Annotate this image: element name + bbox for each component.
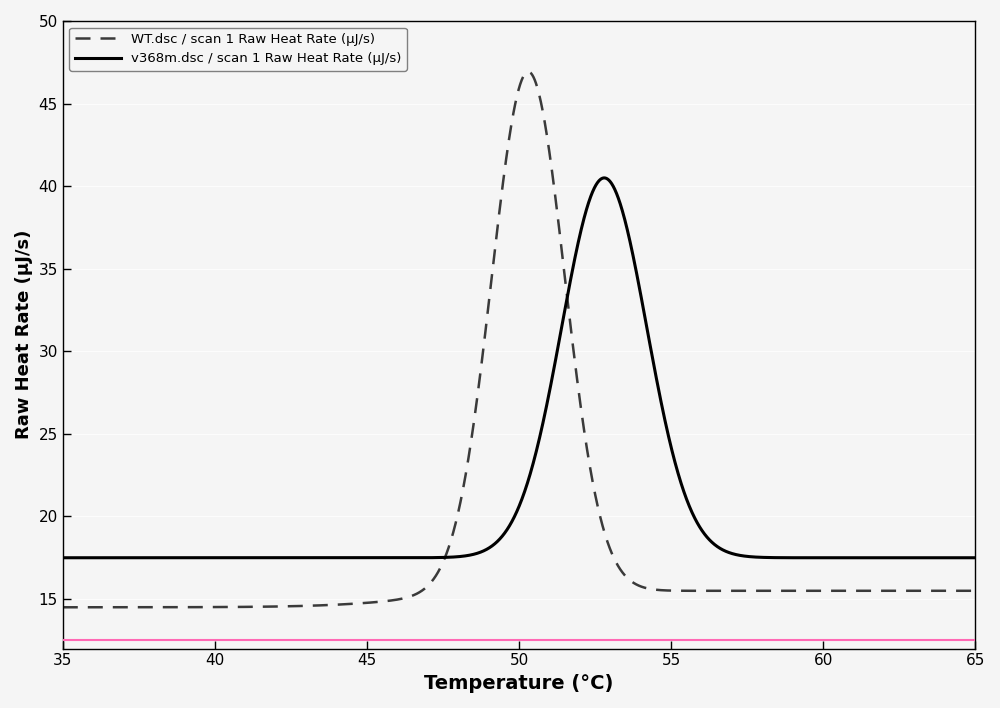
v368m.dsc / scan 1 Raw Heat Rate (μJ/s) — [952, 554, 964, 562]
X-axis label: Temperature (°C): Temperature (°C) — [424, 674, 614, 693]
v368m.dsc / scan 1 Raw Heat Rate (μJ/s) — [598, 173, 610, 182]
v368m.dsc / scan 1 Raw Heat Rate (μJ/s) — [854, 554, 866, 562]
v368m.dsc / scan 1 Raw Heat Rate (μJ/s) — [407, 554, 419, 562]
WT.dsc / scan 1 Raw Heat Rate (μJ/s) — [215, 603, 227, 611]
Line: WT.dsc / scan 1 Raw Heat Rate (μJ/s): WT.dsc / scan 1 Raw Heat Rate (μJ/s) — [63, 72, 975, 607]
Y-axis label: Raw Heat Rate (μJ/s): Raw Heat Rate (μJ/s) — [15, 230, 33, 440]
v368m.dsc / scan 1 Raw Heat Rate (μJ/s) — [215, 554, 227, 562]
WT.dsc / scan 1 Raw Heat Rate (μJ/s) — [952, 586, 964, 595]
WT.dsc / scan 1 Raw Heat Rate (μJ/s) — [522, 67, 534, 76]
WT.dsc / scan 1 Raw Heat Rate (μJ/s) — [446, 532, 458, 540]
v368m.dsc / scan 1 Raw Heat Rate (μJ/s) — [969, 554, 981, 562]
WT.dsc / scan 1 Raw Heat Rate (μJ/s) — [969, 586, 981, 595]
WT.dsc / scan 1 Raw Heat Rate (μJ/s) — [407, 591, 419, 600]
WT.dsc / scan 1 Raw Heat Rate (μJ/s) — [853, 586, 865, 595]
v368m.dsc / scan 1 Raw Heat Rate (μJ/s) — [447, 553, 459, 561]
v368m.dsc / scan 1 Raw Heat Rate (μJ/s) — [57, 554, 69, 562]
v368m.dsc / scan 1 Raw Heat Rate (μJ/s) — [57, 554, 69, 562]
Line: v368m.dsc / scan 1 Raw Heat Rate (μJ/s): v368m.dsc / scan 1 Raw Heat Rate (μJ/s) — [63, 178, 975, 558]
WT.dsc / scan 1 Raw Heat Rate (μJ/s) — [161, 603, 173, 612]
WT.dsc / scan 1 Raw Heat Rate (μJ/s) — [57, 603, 69, 612]
Legend: WT.dsc / scan 1 Raw Heat Rate (μJ/s), v368m.dsc / scan 1 Raw Heat Rate (μJ/s): WT.dsc / scan 1 Raw Heat Rate (μJ/s), v3… — [69, 28, 407, 71]
v368m.dsc / scan 1 Raw Heat Rate (μJ/s) — [161, 554, 173, 562]
